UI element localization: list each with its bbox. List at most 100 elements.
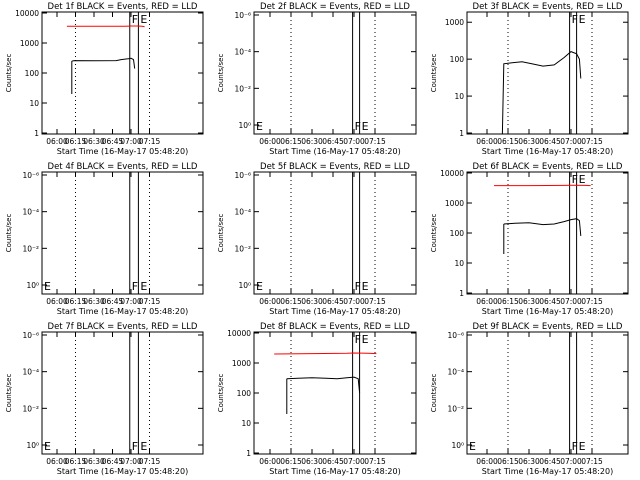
x-tick-label: 07:00	[560, 137, 582, 146]
y-tick-label: 1	[459, 129, 464, 138]
y-tick-label: 10⁻⁴	[22, 368, 39, 377]
y-axis-label: Counts/sec	[5, 374, 13, 413]
chart-title: Det 7f BLACK = Events, RED = LLD	[48, 322, 198, 332]
y-tick-label: 10⁻⁴	[447, 368, 464, 377]
x-axis-label: Start Time (16-May-17 05:48:20)	[269, 467, 400, 476]
y-tick-label: 10⁻⁴	[234, 48, 251, 57]
y-tick-label: 10000	[15, 9, 39, 18]
y-tick-label: 10	[454, 92, 464, 101]
x-tick-label: 06:30	[518, 137, 540, 146]
marker-label-E: E	[362, 120, 369, 133]
plot-frame	[253, 171, 417, 295]
chart-panel-3: Det 3f BLACK = Events, RED = LLD Counts/s…	[430, 2, 629, 156]
x-tick-label: 07:15	[139, 457, 161, 466]
y-tick-label: 10	[29, 99, 39, 108]
x-tick-label: 07:15	[364, 137, 386, 146]
x-axis-label: Start Time (16-May-17 05:48:20)	[269, 307, 400, 316]
y-tick-label: 1000	[445, 199, 464, 208]
y-tick-label: 100	[450, 55, 465, 64]
chart-title: Det 9f BLACK = Events, RED = LLD	[473, 322, 623, 332]
x-tick-label: 07:00	[343, 297, 365, 306]
series-line-black	[286, 376, 361, 394]
marker-label-E: E	[362, 333, 369, 346]
y-tick-label: 10000	[227, 329, 251, 338]
y-tick-label: 10	[454, 259, 464, 268]
y-tick-label: 10⁻⁴	[22, 208, 39, 217]
marker-label-F: F	[355, 280, 361, 293]
x-tick-label: 06:30	[83, 137, 105, 146]
x-tick-label: 06:45	[539, 457, 561, 466]
series-line-black	[503, 218, 582, 236]
x-axis-label: Start Time (16-May-17 05:48:20)	[57, 307, 188, 316]
x-tick-label: 07:00	[120, 297, 142, 306]
chart-panel-7: Det 7f BLACK = Events, RED = LLD Counts/s…	[5, 322, 204, 476]
y-tick-label: 1000	[445, 18, 464, 27]
x-axis-label: Start Time (16-May-17 05:48:20)	[57, 467, 188, 476]
marker-label-E: E	[579, 13, 586, 26]
chart-panel-4: Det 4f BLACK = Events, RED = LLD Counts/s…	[5, 162, 204, 316]
x-tick-label: 06:15	[280, 457, 302, 466]
x-tick-label: 06:15	[65, 457, 87, 466]
marker-label-F: F	[355, 120, 361, 133]
chart-title: Det 3f BLACK = Events, RED = LLD	[473, 2, 623, 12]
y-tick-label: 1	[459, 289, 464, 298]
chart-title: Det 8f BLACK = Events, RED = LLD	[260, 322, 410, 332]
y-tick-label: 10⁻⁶	[234, 171, 251, 180]
y-tick-label: 100	[450, 229, 465, 238]
y-tick-label: 10⁰	[238, 121, 251, 130]
marker-label-E-left: E	[44, 440, 51, 453]
x-tick-label: 06:15	[280, 297, 302, 306]
y-tick-label: 10⁻⁶	[447, 331, 464, 340]
y-axis-label: Counts/sec	[430, 54, 438, 93]
y-tick-label: 10⁰	[451, 441, 464, 450]
y-tick-label: 10⁰	[26, 281, 39, 290]
y-axis-label: Counts/sec	[217, 214, 225, 253]
x-tick-label: 06:00	[476, 457, 498, 466]
marker-label-E: E	[140, 280, 147, 293]
x-tick-label: 06:00	[46, 457, 68, 466]
y-axis-label: Counts/sec	[5, 214, 13, 253]
y-tick-label: 100	[25, 69, 40, 78]
x-tick-label: 06:15	[65, 297, 87, 306]
plot-frame	[466, 11, 629, 135]
marker-label-E: E	[579, 440, 586, 453]
x-tick-label: 06:30	[83, 297, 105, 306]
x-axis-label: Start Time (16-May-17 05:48:20)	[482, 307, 613, 316]
x-tick-label: 06:45	[322, 457, 344, 466]
series-line-red	[274, 352, 377, 355]
marker-label-F: F	[572, 173, 578, 186]
x-tick-label: 07:00	[120, 137, 142, 146]
plot-frame	[466, 331, 629, 455]
x-tick-label: 06:00	[259, 137, 281, 146]
x-tick-label: 07:15	[581, 457, 603, 466]
x-tick-label: 06:00	[46, 297, 68, 306]
marker-label-F: F	[132, 280, 138, 293]
x-tick-label: 07:15	[581, 297, 603, 306]
x-tick-label: 06:00	[259, 457, 281, 466]
plot-frame	[253, 11, 417, 135]
y-tick-label: 1	[34, 129, 39, 138]
plot-frame	[41, 171, 204, 295]
y-tick-label: 10⁻⁶	[234, 11, 251, 20]
plot-frame	[253, 331, 417, 455]
y-tick-label: 10	[241, 419, 251, 428]
x-tick-label: 07:15	[581, 137, 603, 146]
y-tick-label: 10⁰	[238, 281, 251, 290]
x-tick-label: 07:15	[364, 457, 386, 466]
x-axis-label: Start Time (16-May-17 05:48:20)	[482, 147, 613, 156]
y-tick-label: 10⁻²	[234, 84, 251, 93]
x-tick-label: 06:45	[539, 297, 561, 306]
y-axis-label: Counts/sec	[430, 214, 438, 253]
marker-label-E-left: E	[256, 120, 263, 133]
y-tick-label: 1	[246, 449, 251, 458]
marker-label-E: E	[140, 440, 147, 453]
x-axis-label: Start Time (16-May-17 05:48:20)	[57, 147, 188, 156]
chart-title: Det 6f BLACK = Events, RED = LLD	[473, 162, 623, 172]
x-tick-label: 06:30	[301, 137, 323, 146]
x-tick-label: 07:15	[139, 297, 161, 306]
x-tick-label: 07:00	[343, 457, 365, 466]
marker-label-E-left: E	[469, 440, 476, 453]
x-tick-label: 06:15	[497, 297, 519, 306]
y-tick-label: 1000	[20, 39, 39, 48]
x-tick-label: 06:00	[259, 297, 281, 306]
